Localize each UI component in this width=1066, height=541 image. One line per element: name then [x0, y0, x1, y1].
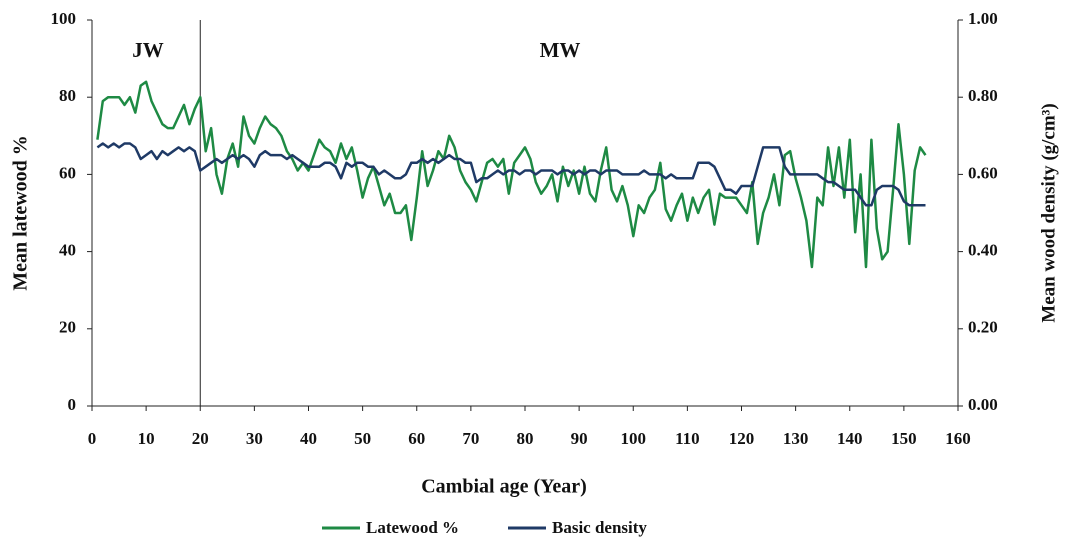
- x-tick-label: 40: [300, 429, 317, 448]
- y2-tick-label: 0.60: [968, 163, 998, 182]
- x-tick-label: 160: [945, 429, 971, 448]
- x-tick-label: 60: [408, 429, 425, 448]
- x-tick-label: 90: [571, 429, 588, 448]
- x-tick-label: 10: [138, 429, 155, 448]
- x-tick-label: 70: [462, 429, 479, 448]
- y2-tick-label: 1.00: [968, 9, 998, 28]
- x-axis-title: Cambial age (Year): [421, 476, 587, 498]
- x-tick-label: 110: [675, 429, 700, 448]
- y2-tick-label: 0.00: [968, 395, 998, 414]
- y-axis-title: Mean latewood %: [10, 135, 32, 291]
- y-tick-label: 60: [59, 163, 76, 182]
- y-tick-label: 0: [68, 395, 77, 414]
- y-tick-label: 80: [59, 86, 76, 105]
- x-tick-label: 30: [246, 429, 263, 448]
- y2-tick-label: 0.40: [968, 241, 998, 260]
- y2-tick-label: 0.20: [968, 318, 998, 337]
- legend-label: Basic density: [552, 518, 647, 537]
- x-tick-label: 120: [729, 429, 755, 448]
- y-tick-label: 100: [51, 9, 77, 28]
- y-tick-label: 40: [59, 241, 76, 260]
- x-tick-label: 20: [192, 429, 209, 448]
- series-line: [96, 142, 926, 207]
- y2-axis-title: Mean wood density (g/cm³): [1038, 103, 1059, 322]
- y-tick-label: 20: [59, 318, 76, 337]
- x-tick-label: 50: [354, 429, 371, 448]
- series-line: [96, 80, 927, 269]
- x-tick-label: 130: [783, 429, 809, 448]
- x-tick-label: 0: [88, 429, 97, 448]
- x-tick-label: 140: [837, 429, 863, 448]
- legend-label: Latewood %: [366, 518, 459, 537]
- x-tick-label: 80: [517, 429, 534, 448]
- x-tick-label: 150: [891, 429, 917, 448]
- annotation: MW: [540, 38, 581, 62]
- y2-tick-label: 0.80: [968, 86, 998, 105]
- annotation: JW: [132, 38, 164, 62]
- x-tick-label: 100: [621, 429, 647, 448]
